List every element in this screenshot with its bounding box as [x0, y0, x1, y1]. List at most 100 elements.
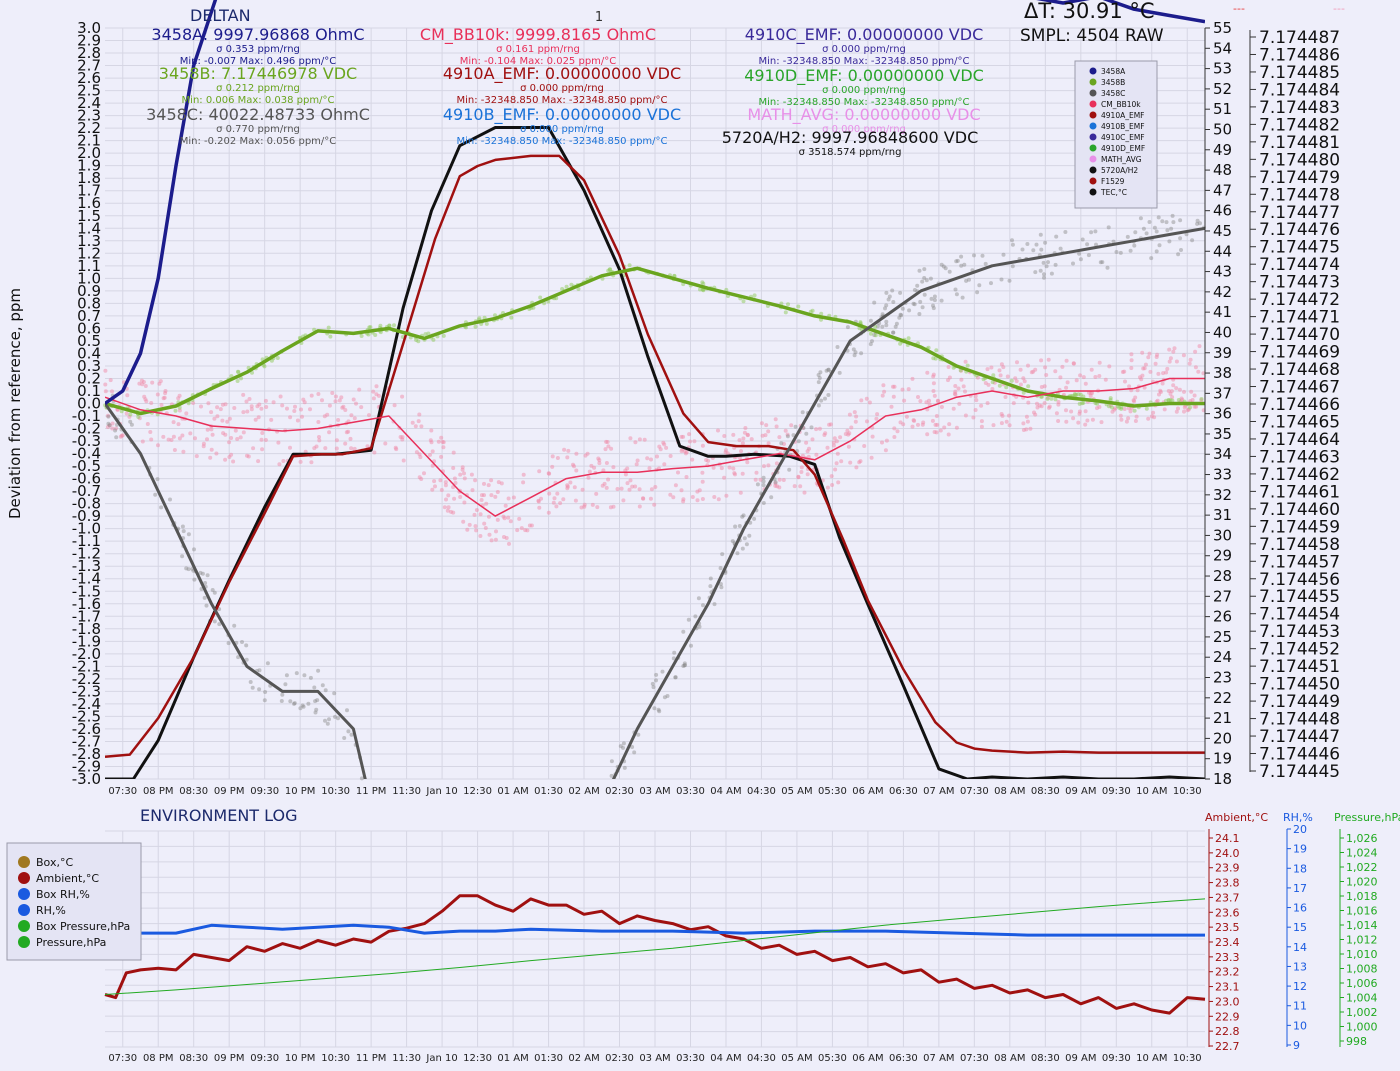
scatter-point — [113, 428, 118, 433]
smpl-readout: SMPL: 4504 RAW — [1020, 26, 1164, 46]
scatter-point — [648, 496, 653, 501]
env-legend-item[interactable]: RH,% — [18, 904, 66, 917]
env-legend-item[interactable]: Box,°C — [18, 856, 73, 869]
x-tick-label: 05:30 — [818, 786, 847, 797]
scatter-point — [1142, 385, 1147, 390]
scatter-point — [555, 491, 560, 496]
scatter-point — [804, 431, 809, 436]
scatter-point — [462, 500, 467, 505]
scatter-point — [939, 405, 944, 409]
scatter-point — [737, 438, 742, 443]
scatter-point — [943, 266, 948, 271]
legend-item[interactable]: 5720A/H2 — [1089, 166, 1139, 175]
scatter-point — [1176, 398, 1181, 402]
scatter-point — [692, 439, 697, 444]
env-legend-item[interactable]: Box Pressure,hPa — [18, 920, 130, 933]
scatter-point — [1182, 405, 1187, 410]
scatter-point — [487, 514, 491, 519]
y3-tick-label: 7.174451 — [1259, 657, 1340, 677]
legend-item[interactable]: 4910B_EMF — [1089, 122, 1145, 131]
scatter-point — [149, 401, 154, 405]
legend-item[interactable]: CM_BB10k — [1089, 100, 1142, 109]
y2-tick-label: 30 — [1213, 526, 1232, 544]
scatter-point — [1149, 256, 1154, 261]
scatter-point — [781, 478, 786, 482]
scatter-point — [474, 528, 479, 533]
scatter-point — [679, 488, 684, 493]
scatter-point — [1143, 362, 1148, 367]
scatter-point — [177, 408, 182, 413]
scatter-point — [1031, 248, 1036, 253]
readout-value: 3458B: 7.17446978 VDC — [159, 64, 357, 83]
scatter-point — [496, 480, 501, 485]
env-tick-label: 13 — [1293, 960, 1307, 973]
env-tick-label: 23.3 — [1215, 951, 1240, 964]
scatter-point — [868, 331, 873, 336]
env-legend-marker — [18, 856, 30, 868]
scatter-point — [1083, 422, 1088, 427]
env-legend-item[interactable]: Pressure,hPa — [18, 936, 106, 949]
env-tick-label: 19 — [1293, 843, 1307, 856]
app-label: DELTAN — [190, 6, 251, 25]
scatter-point — [269, 417, 274, 422]
y2-tick-label: 24 — [1213, 648, 1232, 666]
scatter-point — [155, 477, 160, 482]
scatter-point — [688, 439, 692, 444]
scatter-point — [288, 415, 293, 420]
scatter-point — [225, 419, 230, 424]
scatter-point — [568, 480, 573, 485]
scatter-point — [206, 401, 211, 406]
legend-item[interactable]: 4910D_EMF — [1089, 144, 1146, 153]
scatter-point — [1042, 275, 1046, 280]
scatter-point — [924, 400, 929, 405]
y-tick-label: -1.6 — [72, 595, 101, 613]
scatter-point — [700, 280, 705, 285]
legend-item[interactable]: TEC,°C — [1089, 188, 1127, 197]
scatter-point — [171, 434, 176, 439]
scatter-point — [1083, 381, 1088, 386]
scatter-point — [298, 706, 303, 711]
env-x-tick-label: 09 PM — [214, 1053, 245, 1064]
scatter-point — [1103, 377, 1108, 382]
legend-item[interactable]: MATH_AVG — [1089, 155, 1142, 164]
scatter-point — [652, 706, 657, 711]
legend-item[interactable]: 4910C_EMF — [1089, 133, 1145, 142]
scatter-point — [236, 655, 241, 660]
legend-item[interactable]: 4910A_EMF — [1089, 111, 1145, 120]
scatter-point — [1129, 352, 1134, 357]
env-legend-item[interactable]: Box RH,% — [18, 888, 90, 901]
env-legend-marker — [18, 888, 30, 900]
y3-tick-label: 7.174487 — [1259, 28, 1340, 48]
scatter-point — [259, 437, 264, 442]
scatter-point — [773, 481, 778, 486]
scatter-point — [954, 425, 959, 430]
scatter-point — [1039, 394, 1044, 399]
scatter-point — [250, 685, 255, 690]
scatter-point — [106, 413, 110, 418]
scatter-point — [763, 433, 768, 438]
legend-item[interactable]: 3458C — [1089, 89, 1126, 98]
scatter-point — [140, 439, 145, 444]
scatter-point — [641, 496, 645, 501]
env-x-tick-label: 01 AM — [497, 1053, 528, 1064]
legend-item[interactable]: 3458B — [1089, 78, 1126, 87]
scatter-point — [1106, 225, 1111, 230]
scatter-point — [220, 402, 225, 407]
scatter-point — [1192, 393, 1197, 398]
scatter-point — [333, 399, 338, 404]
y3-tick-label: 7.174477 — [1259, 203, 1340, 223]
env-tick-label: 1,000 — [1346, 1021, 1378, 1034]
y3-tick-label: 7.174483 — [1259, 98, 1340, 118]
scatter-point — [507, 541, 511, 546]
env-tick-label: 1,002 — [1346, 1006, 1378, 1019]
legend-item[interactable]: 3458A — [1089, 67, 1127, 76]
scatter-point — [227, 440, 232, 445]
scatter-point — [128, 412, 133, 417]
scatter-point — [323, 446, 328, 451]
legend-item[interactable]: F1529 — [1089, 177, 1125, 186]
scatter-point — [320, 398, 324, 403]
scatter-point — [800, 453, 805, 458]
scatter-point — [817, 426, 822, 431]
env-legend-item[interactable]: Ambient,°C — [18, 872, 99, 885]
